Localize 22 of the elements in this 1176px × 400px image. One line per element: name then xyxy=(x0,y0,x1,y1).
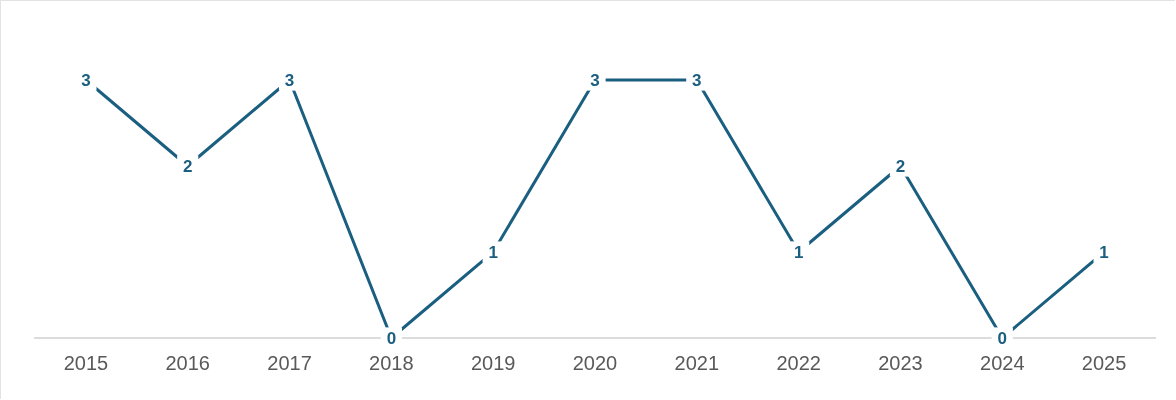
x-tick-label: 2022 xyxy=(776,351,821,374)
data-label: 3 xyxy=(284,70,295,90)
x-tick-label: 2018 xyxy=(369,351,414,374)
x-tick-label: 2020 xyxy=(572,351,618,374)
data-label: 1 xyxy=(793,242,804,262)
x-tick-label: 2016 xyxy=(165,351,210,374)
data-label: 3 xyxy=(81,70,91,90)
x-tick-label: 2017 xyxy=(267,351,312,374)
data-label: 1 xyxy=(1099,242,1109,262)
data-label: 2 xyxy=(895,156,906,176)
data-label: 1 xyxy=(488,242,498,262)
data-label: 0 xyxy=(386,328,397,348)
x-tick-label: 2025 xyxy=(1081,351,1127,374)
x-tick-label: 2023 xyxy=(878,351,923,374)
x-tick-label: 2019 xyxy=(470,351,516,374)
x-tick-label: 2021 xyxy=(674,351,720,374)
data-label: 0 xyxy=(997,328,1008,348)
x-tick-label: 2024 xyxy=(980,351,1025,374)
x-tick-label: 2015 xyxy=(63,351,109,374)
data-label: 2 xyxy=(182,156,193,176)
data-label: 3 xyxy=(590,70,600,90)
data-label: 3 xyxy=(692,70,702,90)
